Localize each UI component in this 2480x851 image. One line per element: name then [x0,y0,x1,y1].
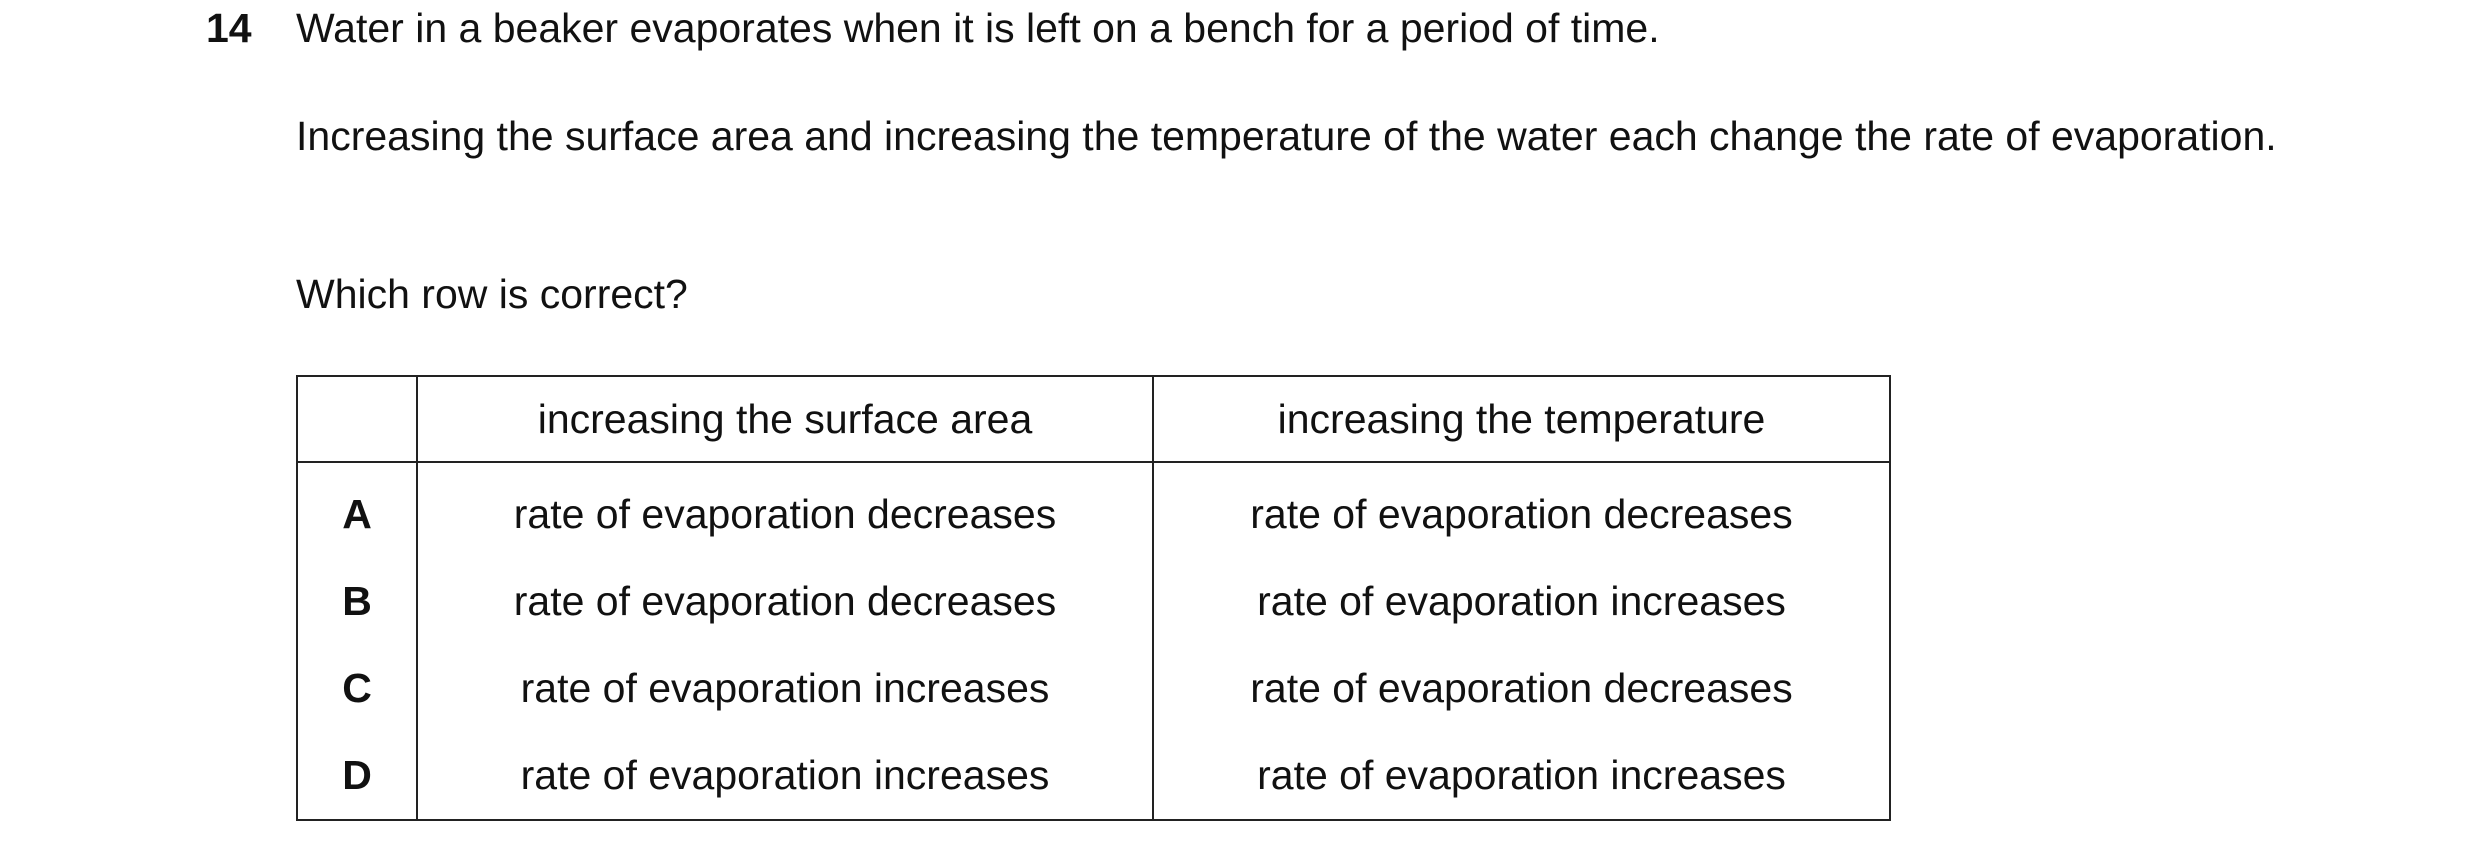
option-cell: rate of evaporation increases [1152,732,1891,820]
option-letter: D [296,732,418,820]
option-letter: C [296,645,418,732]
option-cell: rate of evaporation increases [416,645,1154,732]
option-letter: B [296,558,418,645]
question-number: 14 [206,5,252,51]
option-cell: rate of evaporation decreases [416,558,1154,645]
option-cell: rate of evaporation decreases [416,462,1154,558]
options-table: increasing the surface area increasing t… [296,375,1891,821]
header-cell [296,375,418,463]
header-row: increasing the surface area increasing t… [296,375,1891,463]
question-prompt: Which row is correct? [296,271,688,317]
option-cell: rate of evaporation increases [416,732,1154,820]
header-cell: increasing the surface area [416,375,1154,463]
question-paragraph: Increasing the surface area and increasi… [296,113,2277,159]
option-cell: rate of evaporation decreases [1152,462,1891,558]
option-cell: rate of evaporation decreases [1152,645,1891,732]
question-stem: Water in a beaker evaporates when it is … [296,5,1660,51]
header-cell: increasing the temperature [1152,375,1891,463]
option-letter: A [296,462,418,558]
option-cell: rate of evaporation increases [1152,558,1891,645]
